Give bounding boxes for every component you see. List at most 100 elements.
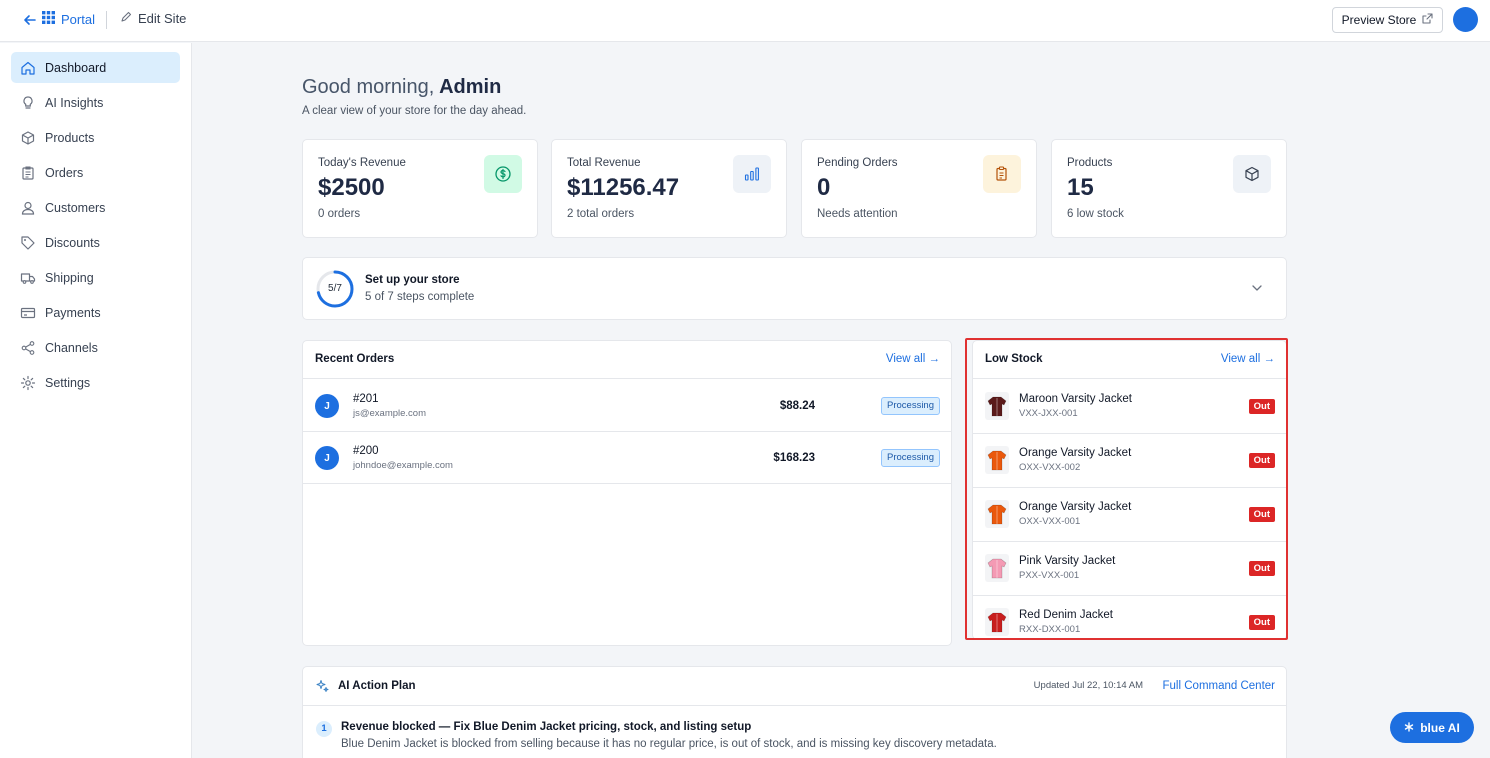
product-name: Orange Varsity Jacket [1019,447,1132,459]
tag-icon [11,227,45,258]
preview-store-button[interactable]: Preview Store [1332,7,1443,33]
sidebar-item-settings[interactable]: Settings [11,367,180,398]
stat-label: Pending Orders [817,157,898,169]
order-email: johndoe@example.com [353,460,453,471]
greeting-name: Admin [434,76,502,98]
stat-value: 15 [1067,174,1094,201]
out-of-stock-badge: Out [1248,453,1275,468]
portal-link[interactable]: Portal [42,11,95,27]
user-avatar[interactable] [1453,7,1478,32]
stat-label: Total Revenue [567,157,641,169]
recent-orders-header: Recent Orders View all → [303,341,951,379]
sidebar-item-shipping[interactable]: Shipping [11,262,180,293]
sidebar-item-payments[interactable]: Payments [11,297,180,328]
low-stock-panel: Low Stock View all → Maroon Varsity Jack… [972,340,1287,640]
clipboard-icon [983,155,1021,193]
sidebar-item-label: AI Insights [45,95,104,110]
low-stock-title: Low Stock [985,353,1043,365]
external-link-icon [1422,13,1433,27]
sidebar-item-products[interactable]: Products [11,122,180,153]
jacket-thumbnail [985,446,1009,474]
blue-ai-button[interactable]: blue AI [1390,712,1474,743]
sidebar-item-label: Products [45,130,95,145]
low-stock-view-all-link[interactable]: View all → [1220,353,1275,365]
status-badge: Processing [881,449,940,467]
full-command-center-link[interactable]: Full Command Center [1162,680,1275,692]
setup-progress-ring [316,270,354,308]
low-stock-row[interactable]: Red Denim Jacket RXX-DXX-001 Out [973,596,1286,650]
sidebar-item-orders[interactable]: Orders [11,157,180,188]
truck-icon [11,262,45,293]
customer-avatar: J [315,446,339,470]
page-subtitle: A clear view of your store for the day a… [302,105,527,117]
chevron-down-icon[interactable] [1250,281,1264,295]
clipboard-icon [11,157,45,188]
blue-ai-label: blue AI [1420,720,1460,735]
jacket-thumbnail [985,608,1009,636]
gear-icon [11,367,45,398]
stat-value: $11256.47 [567,174,680,201]
recent-orders-view-all-link[interactable]: View all → [885,353,940,365]
cube-icon [1233,155,1271,193]
pencil-icon [120,11,132,26]
setup-progress-text: 5/7 [328,283,342,294]
page-title: Good morning, Admin [302,76,501,99]
product-sku: OXX-VXX-002 [1019,462,1081,473]
asterisk-icon [1404,721,1414,735]
back-arrow-icon[interactable] [22,12,38,28]
sidebar-item-dashboard[interactable]: Dashboard [11,52,180,83]
low-stock-row[interactable]: Maroon Varsity Jacket VXX-JXX-001 Out [973,380,1286,434]
low-stock-row[interactable]: Pink Varsity Jacket PXX-VXX-001 Out [973,542,1286,596]
customer-avatar: J [315,394,339,418]
grid-icon [42,11,55,27]
portal-label: Portal [61,11,95,27]
sidebar-item-customers[interactable]: Customers [11,192,180,223]
divider [303,705,1286,706]
sidebar-item-label: Discounts [45,235,100,250]
sidebar-item-channels[interactable]: Channels [11,332,180,363]
sidebar-item-discounts[interactable]: Discounts [11,227,180,258]
stat-card-products: Products 15 6 low stock [1051,139,1287,238]
sidebar: Dashboard AI Insights Products Orders Cu… [0,43,192,758]
action-title[interactable]: Revenue blocked — Fix Blue Denim Jacket … [341,721,752,733]
order-email: js@example.com [353,408,426,419]
out-of-stock-badge: Out [1248,561,1275,576]
edit-site-button[interactable]: Edit Site [120,11,186,26]
low-stock-row[interactable]: Orange Varsity Jacket OXX-VXX-001 Out [973,488,1286,542]
jacket-thumbnail [985,554,1009,582]
out-of-stock-badge: Out [1248,399,1275,414]
setup-store-card[interactable]: 5/7 Set up your store 5 of 7 steps compl… [302,257,1287,320]
setup-title: Set up your store [365,274,460,286]
order-row[interactable]: J #201 js@example.com $88.24 Processing [303,380,951,432]
out-of-stock-badge: Out [1248,615,1275,630]
recent-orders-panel: Recent Orders View all → J #201 js@examp… [302,340,952,646]
sidebar-item-label: Settings [45,375,91,390]
order-id: #201 [353,393,379,405]
sidebar-item-ai-insights[interactable]: AI Insights [11,87,180,118]
order-amount: $168.23 [773,452,815,464]
ai-action-plan-title: AI Action Plan [338,680,416,692]
greeting-prefix: Good morning, [302,76,435,98]
stat-value: $2500 [318,174,385,201]
user-icon [11,192,45,223]
order-amount: $88.24 [779,400,815,412]
ai-action-plan-updated: Updated Jul 22, 10:14 AM [1033,680,1143,691]
sidebar-item-label: Channels [45,340,98,355]
action-number: 1 [316,721,332,737]
low-stock-row[interactable]: Orange Varsity Jacket OXX-VXX-002 Out [973,434,1286,488]
edit-site-label: Edit Site [138,11,187,26]
product-name: Pink Varsity Jacket [1019,555,1116,567]
stat-foot: 2 total orders [567,208,635,220]
jacket-thumbnail [985,500,1009,528]
low-stock-header: Low Stock View all → [973,341,1286,379]
action-description: Blue Denim Jacket is blocked from sellin… [341,738,997,750]
order-row[interactable]: J #200 johndoe@example.com $168.23 Proce… [303,432,951,484]
stat-value: 0 [817,174,831,201]
sidebar-item-label: Orders [45,165,84,180]
product-sku: PXX-VXX-001 [1019,570,1080,581]
jacket-thumbnail [985,392,1009,420]
setup-subtitle: 5 of 7 steps complete [365,291,475,303]
status-badge: Processing [881,397,940,415]
stat-card-todays-revenue: Today's Revenue $2500 0 orders [302,139,538,238]
top-bar: Portal Edit Site Preview Store [0,0,1490,42]
